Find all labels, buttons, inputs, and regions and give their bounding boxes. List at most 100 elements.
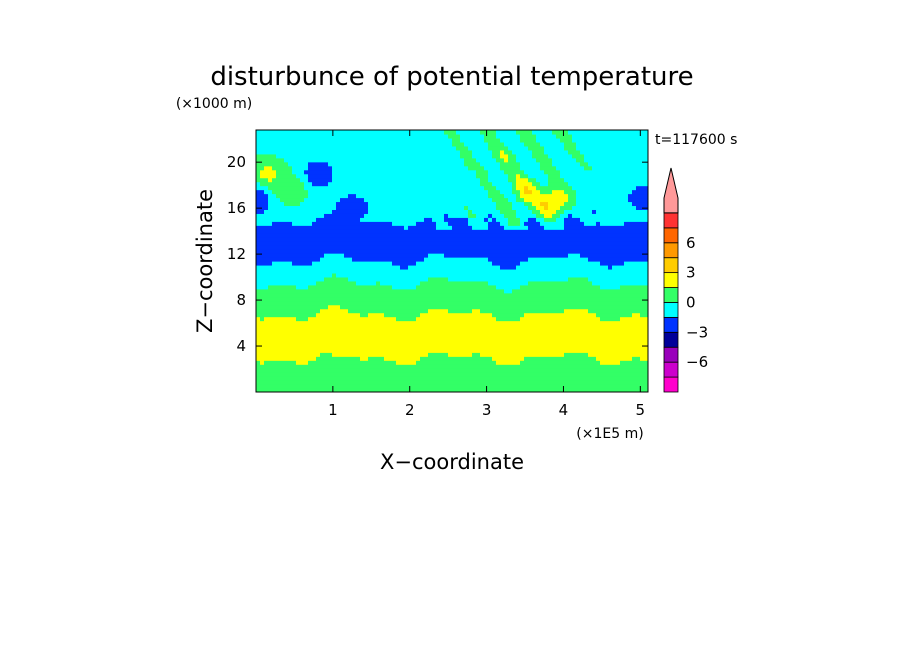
field-cell <box>496 133 501 139</box>
field-cell <box>304 300 309 306</box>
field-cell <box>272 209 277 214</box>
field-cell <box>344 133 349 139</box>
field-cell <box>380 308 385 314</box>
field-cell <box>344 288 349 294</box>
field-cell <box>256 261 261 266</box>
field-cell <box>328 161 333 167</box>
field-cell <box>384 261 389 266</box>
field-cell <box>556 340 561 345</box>
field-cell <box>468 197 473 203</box>
field-cell <box>476 300 481 306</box>
field-cell <box>360 284 365 290</box>
field-cell <box>280 177 285 183</box>
field-cell <box>492 233 497 238</box>
field-cell <box>380 276 385 282</box>
field-cell <box>420 296 425 302</box>
field-cell <box>296 137 301 143</box>
field-cell <box>408 348 413 353</box>
field-cell <box>288 213 293 218</box>
field-cell <box>264 157 269 163</box>
field-cell <box>388 340 393 345</box>
field-cell <box>400 292 405 298</box>
field-cell <box>524 161 529 167</box>
field-cell <box>456 221 461 226</box>
field-cell <box>508 169 513 175</box>
field-cell <box>324 225 329 230</box>
field-cell <box>468 276 473 282</box>
field-cell <box>312 177 317 183</box>
field-cell <box>532 308 537 314</box>
field-cell <box>520 264 525 270</box>
field-cell <box>452 205 457 210</box>
field-cell <box>544 185 549 191</box>
field-cell <box>524 237 529 242</box>
field-cell <box>472 217 477 222</box>
field-cell <box>276 257 281 262</box>
field-cell <box>376 241 381 246</box>
field-cell <box>492 284 497 290</box>
field-cell <box>348 356 353 361</box>
field-cell <box>428 276 433 282</box>
field-cell <box>320 185 325 191</box>
field-cell <box>352 352 357 357</box>
field-cell <box>316 356 321 361</box>
field-cell <box>464 237 469 242</box>
field-cell <box>384 380 389 385</box>
field-cell <box>552 364 557 369</box>
field-cell <box>460 264 465 270</box>
field-cell <box>476 340 481 345</box>
field-cell <box>372 157 377 163</box>
field-cell <box>544 145 549 151</box>
field-cell <box>444 296 449 302</box>
field-cell <box>372 356 377 361</box>
field-cell <box>532 173 537 179</box>
field-cell <box>356 241 361 246</box>
field-cell <box>480 272 485 278</box>
field-cell <box>448 360 453 365</box>
field-cell <box>460 388 465 392</box>
field-cell <box>368 165 373 171</box>
field-cell <box>396 376 401 381</box>
field-cell <box>492 165 497 171</box>
field-cell <box>468 268 473 274</box>
field-cell <box>384 209 389 214</box>
field-cell <box>364 257 369 262</box>
field-cell <box>376 149 381 155</box>
field-cell <box>396 165 401 171</box>
field-cell <box>472 165 477 171</box>
field-cell <box>508 225 513 230</box>
field-cell <box>540 276 545 282</box>
field-cell <box>524 173 529 179</box>
field-cell <box>288 272 293 278</box>
field-cell <box>476 320 481 326</box>
field-cell <box>408 372 413 377</box>
field-cell <box>440 197 445 203</box>
field-cell <box>268 288 273 294</box>
field-cell <box>460 241 465 246</box>
field-cell <box>448 340 453 345</box>
field-cell <box>484 360 489 365</box>
field-cell <box>512 205 517 210</box>
field-cell <box>492 225 497 230</box>
field-cell <box>532 221 537 226</box>
field-cell <box>536 384 541 389</box>
field-cell <box>536 368 541 373</box>
field-cell <box>516 320 521 326</box>
field-cell <box>400 157 405 163</box>
field-cell <box>300 157 305 163</box>
field-cell <box>488 130 493 135</box>
field-cell <box>432 348 437 353</box>
field-cell <box>364 197 369 203</box>
field-cell <box>548 205 553 210</box>
field-cell <box>376 221 381 226</box>
field-cell <box>448 312 453 318</box>
field-cell <box>400 245 405 250</box>
field-cell <box>376 264 381 270</box>
field-cell <box>532 137 537 143</box>
field-cell <box>268 300 273 306</box>
field-cell <box>360 149 365 155</box>
field-cell <box>284 292 289 298</box>
field-cell <box>328 213 333 218</box>
field-cell <box>272 169 277 175</box>
field-cell <box>332 356 337 361</box>
